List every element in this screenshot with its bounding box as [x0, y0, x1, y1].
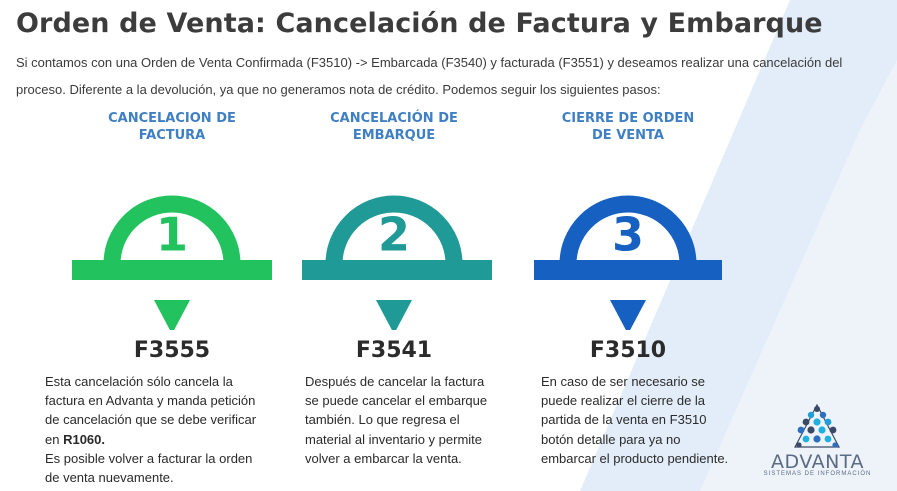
- step-2-heading: CANCELACIÓN DE EMBARQUE: [330, 111, 458, 143]
- step-3-heading: CIERRE DE ORDEN DE VENTA: [561, 111, 695, 143]
- step-2-ring-graphic: 2: [302, 195, 492, 330]
- step-3-ring-graphic: 3: [534, 195, 722, 330]
- step-2-number: 2: [378, 208, 410, 262]
- intro-text: Si contamos con una Orden de Venta Confi…: [16, 55, 843, 97]
- step-3-description: En caso de ser necesario se puede realiz…: [541, 374, 729, 466]
- step-1-number: 1: [156, 208, 188, 262]
- step-2-description: Después de cancelar la factura se puede …: [305, 374, 488, 466]
- step-1-ring-graphic: 1: [72, 195, 272, 330]
- step-1-description: Esta cancelación sólo cancela la factura…: [45, 374, 257, 486]
- step-3-number: 3: [612, 208, 644, 262]
- step-1-code: F3555: [133, 338, 211, 363]
- advanta-logo: ADVANTA SISTEMAS DE INFORMACIÓN: [755, 403, 880, 478]
- step-2-code: F3541: [355, 338, 433, 363]
- report-code: R1060.: [63, 431, 105, 447]
- logo-wordmark: ADVANTA: [771, 451, 864, 473]
- logo-tagline: SISTEMAS DE INFORMACIÓN: [763, 471, 872, 477]
- advanta-logo-icon: [794, 403, 840, 448]
- step-1-heading: CANCELACION DE FACTURA: [108, 111, 236, 143]
- step-3-code: F3510: [589, 338, 667, 363]
- page-title: Orden de Venta: Cancelación de Factura y…: [16, 8, 823, 39]
